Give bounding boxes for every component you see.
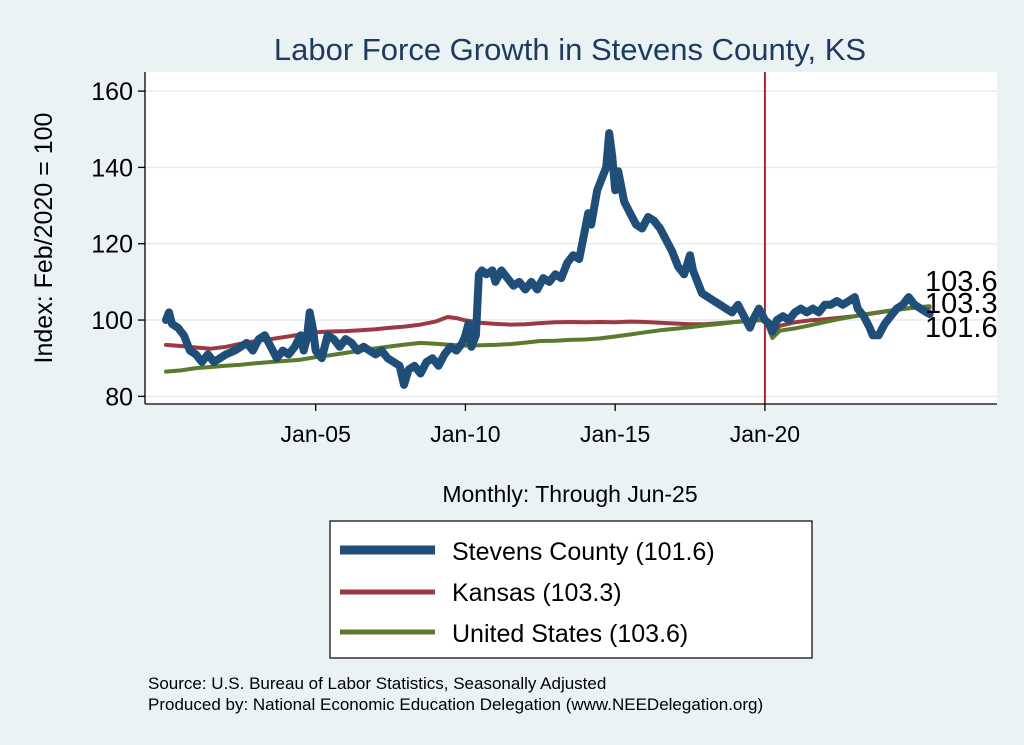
- x-axis-label: Monthly: Through Jun-25: [442, 481, 697, 507]
- end-label-us: 103.6: [925, 266, 998, 298]
- gridlines: [145, 90, 997, 398]
- y-axis-ticks: 80 100 120 140 160: [91, 78, 145, 411]
- y-tick-label-80: 80: [105, 383, 133, 411]
- legend-label-united-states: United States (103.6): [452, 620, 688, 648]
- legend: Stevens County (101.6) Kansas (103.3) Un…: [329, 520, 813, 659]
- producer-note: Produced by: National Economic Education…: [148, 695, 763, 714]
- legend-label-stevens: Stevens County (101.6): [452, 538, 715, 566]
- end-label-kansas: 103.3: [925, 288, 998, 320]
- series-line-us: [164, 304, 932, 374]
- x-tick-label-jan-05: Jan-05: [281, 421, 351, 447]
- chart-title: Labor Force Growth in Stevens County, KS: [274, 32, 866, 67]
- x-tick-label-jan-20: Jan-20: [730, 421, 800, 447]
- source-note: Source: U.S. Bureau of Labor Statistics,…: [148, 674, 606, 693]
- y-tick-label-140: 140: [91, 154, 133, 182]
- x-tick-label-jan-15: Jan-15: [580, 421, 650, 447]
- x-tick-label-jan-10: Jan-10: [430, 421, 500, 447]
- series-line-stevens: [162, 129, 934, 389]
- y-tick-label-120: 120: [91, 231, 133, 259]
- end-label-stevens: 101.6: [925, 312, 998, 344]
- legend-label-kansas: Kansas (103.3): [452, 579, 622, 607]
- x-axis-ticks: Jan-05 Jan-10 Jan-15 Jan-20: [281, 404, 800, 447]
- y-axis-label: Index: Feb/2020 = 100: [30, 113, 58, 364]
- series-layer: [162, 129, 934, 389]
- y-tick-label-100: 100: [91, 307, 133, 335]
- y-tick-label-160: 160: [91, 78, 133, 106]
